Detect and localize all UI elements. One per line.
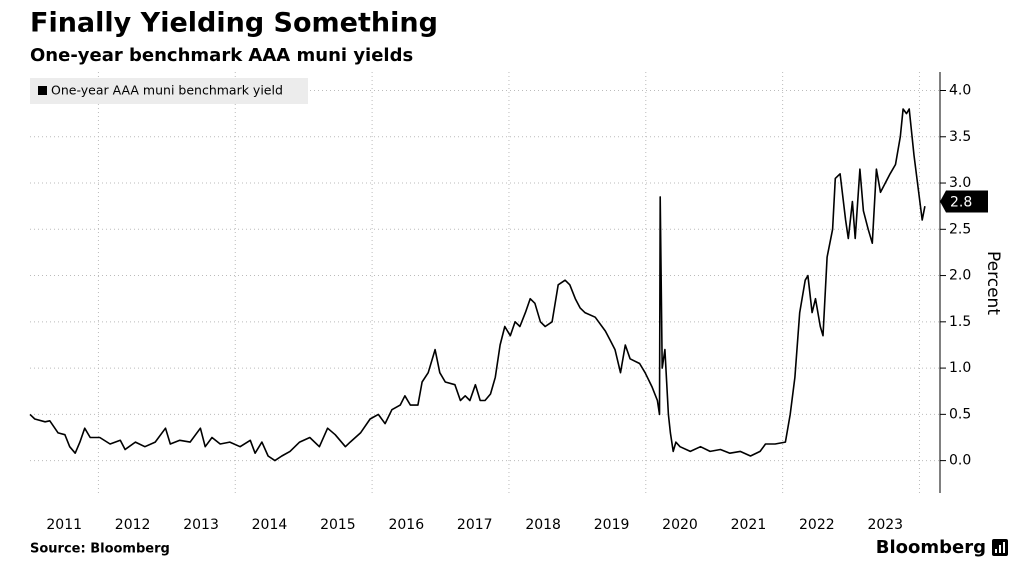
y-tick-label: 4.0 — [949, 83, 971, 99]
legend-label: One-year AAA muni benchmark yield — [51, 83, 283, 98]
legend: One-year AAA muni benchmark yield — [30, 78, 308, 104]
line — [29, 108, 926, 462]
y-tick-label: 3.5 — [949, 129, 971, 145]
chart-title: Finally Yielding Something — [30, 8, 438, 39]
x-tick-label: 2020 — [662, 517, 698, 533]
chart-subtitle: One-year benchmark AAA muni yields — [30, 45, 413, 66]
x-tick-label: 2015 — [320, 517, 356, 533]
x-tick-label: 2017 — [457, 517, 493, 533]
y-tick-label: 2.0 — [949, 268, 971, 284]
last-value-label: 2.8 — [950, 195, 972, 211]
x-tick-label: 2018 — [525, 517, 561, 533]
x-tick-label: 2022 — [799, 517, 835, 533]
x-tick-label: 2023 — [867, 517, 903, 533]
legend-box — [30, 78, 308, 104]
y-tick-label: 3.0 — [949, 175, 971, 191]
y-axis-label: Percent — [983, 251, 1003, 315]
brand-icon — [992, 539, 1008, 556]
y-tick-label: 2.5 — [949, 221, 971, 237]
last-value-tag — [940, 190, 988, 213]
x-tick-label: 2016 — [388, 517, 424, 533]
source: Source: Bloomberg — [30, 542, 170, 557]
y-tick-label: 1.0 — [949, 360, 971, 376]
legend-swatch — [38, 86, 47, 95]
x-tick-label: 2012 — [115, 517, 151, 533]
y-tick-label: 0.0 — [949, 453, 971, 469]
x-tick-label: 2014 — [252, 517, 288, 533]
x-tick-label: 2021 — [731, 517, 767, 533]
x-tick-label: 2019 — [594, 517, 630, 533]
x-tick-label: 2013 — [183, 517, 219, 533]
x-tick-label: 2011 — [46, 517, 82, 533]
y-tick-label: 0.5 — [949, 406, 971, 422]
brand: Bloomberg — [876, 537, 986, 558]
y-tick-label: 1.5 — [949, 314, 971, 330]
